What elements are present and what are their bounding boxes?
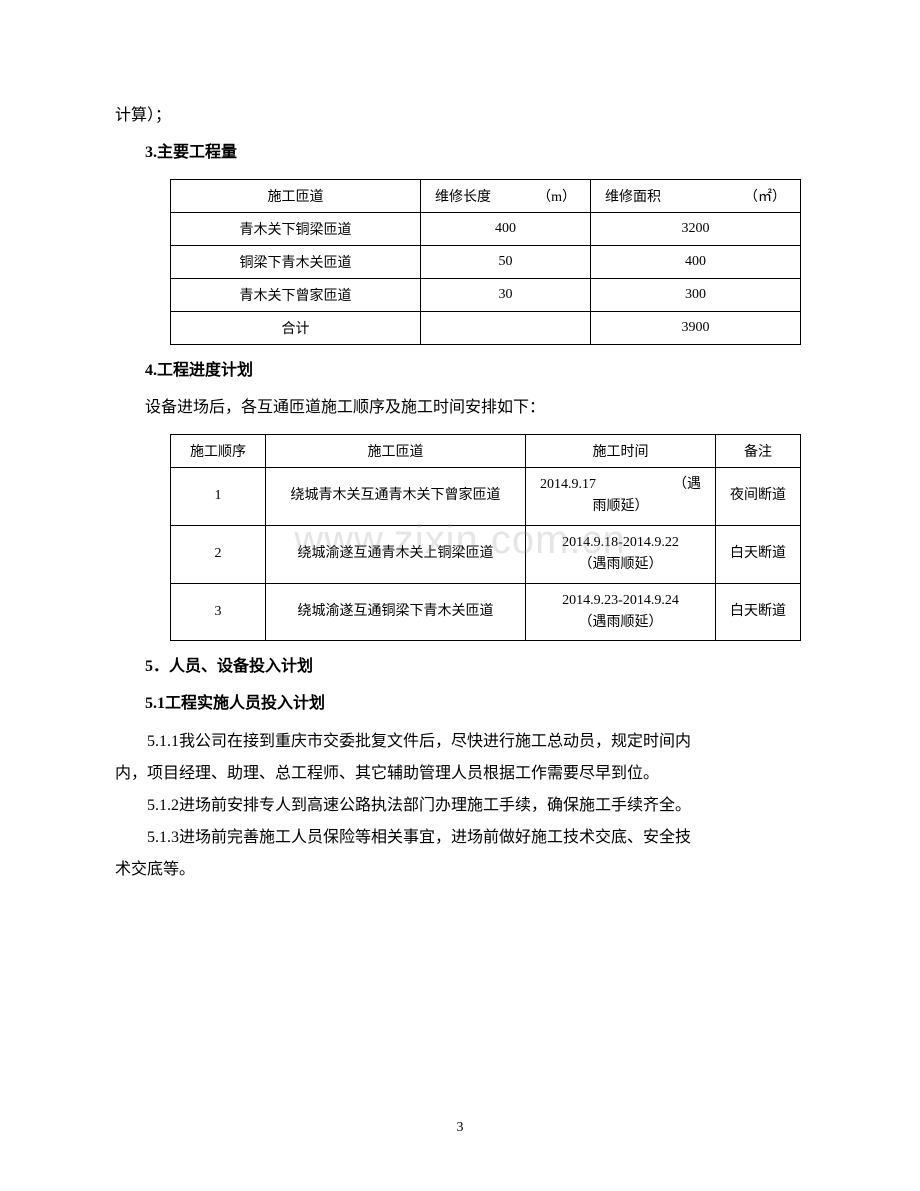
p513-b: 术交底等。 bbox=[115, 854, 805, 886]
p511-a: 5.1.1我公司在接到重庆市交委批复文件后，尽快进行施工总动员，规定时间内 bbox=[115, 726, 805, 758]
date-line2: （遇雨顺延） bbox=[530, 612, 711, 634]
table-schedule: 施工顺序 施工匝道 施工时间 备注 1 绕城青木关互通青木关下曾家匝道 2014… bbox=[170, 434, 801, 641]
date-line1: 2014.9.18-2014.9.22 bbox=[530, 532, 711, 554]
th-length: 维修长度 （m） bbox=[421, 180, 591, 213]
table-row: 2 绕城渝遂互通青木关上铜梁匝道 2014.9.18-2014.9.22 （遇雨… bbox=[171, 525, 801, 583]
table-row: 合计 3900 bbox=[171, 312, 801, 345]
table-row: 3 绕城渝遂互通铜梁下青木关匝道 2014.9.23-2014.9.24 （遇雨… bbox=[171, 583, 801, 641]
table1-wrap: 施工匝道 维修长度 （m） 维修面积 （㎡） 青木关下铜梁匝道 400 bbox=[170, 179, 805, 345]
th-length-label: 维修长度 bbox=[435, 186, 491, 206]
table2-wrap: 施工顺序 施工匝道 施工时间 备注 1 绕城青木关互通青木关下曾家匝道 2014… bbox=[170, 434, 805, 641]
table-row: 施工匝道 维修长度 （m） 维修面积 （㎡） bbox=[171, 180, 801, 213]
cell: 白天断道 bbox=[716, 525, 801, 583]
th-note: 备注 bbox=[716, 435, 801, 468]
table-row: 青木关下曾家匝道 30 300 bbox=[171, 279, 801, 312]
th-area-unit: （㎡） bbox=[744, 186, 786, 206]
th-ramp: 施工匝道 bbox=[171, 180, 421, 213]
date-line1: 2014.9.23-2014.9.24 bbox=[530, 590, 711, 612]
heading-4: 4.工程进度计划 bbox=[145, 355, 805, 387]
heading-5-1: 5.1工程实施人员投入计划 bbox=[145, 688, 805, 720]
th-ramp: 施工匝道 bbox=[266, 435, 526, 468]
p511-b: 内，项目经理、助理、总工程师、其它辅助管理人员根据工作需要尽早到位。 bbox=[115, 758, 805, 790]
th-area-label: 维修面积 bbox=[605, 186, 661, 206]
cell: 青木关下曾家匝道 bbox=[171, 279, 421, 312]
cell bbox=[421, 312, 591, 345]
cell: 合计 bbox=[171, 312, 421, 345]
body-paragraphs: 5.1.1我公司在接到重庆市交委批复文件后，尽快进行施工总动员，规定时间内 内，… bbox=[115, 726, 805, 886]
cell: 400 bbox=[591, 246, 801, 279]
top-line: 计算）； bbox=[115, 100, 805, 132]
cell: 夜间断道 bbox=[716, 468, 801, 526]
table-quantities: 施工匝道 维修长度 （m） 维修面积 （㎡） 青木关下铜梁匝道 400 bbox=[170, 179, 801, 345]
page-content: 计算）； 3.主要工程量 施工匝道 维修长度 （m） 维修面积 （㎡） bbox=[0, 0, 920, 946]
th-length-unit: （m） bbox=[537, 186, 576, 206]
cell: 绕城渝遂互通青木关上铜梁匝道 bbox=[266, 525, 526, 583]
cell: 2014.9.17 （遇 雨顺延） bbox=[526, 468, 716, 526]
cell: 白天断道 bbox=[716, 583, 801, 641]
date-text: 2014.9.17 bbox=[540, 474, 596, 496]
table-row: 1 绕城青木关互通青木关下曾家匝道 2014.9.17 （遇 雨顺延） 夜间断道 bbox=[171, 468, 801, 526]
cell: 3200 bbox=[591, 213, 801, 246]
cell: 2 bbox=[171, 525, 266, 583]
th-time: 施工时间 bbox=[526, 435, 716, 468]
cell: 2014.9.23-2014.9.24 （遇雨顺延） bbox=[526, 583, 716, 641]
th-order: 施工顺序 bbox=[171, 435, 266, 468]
p512: 5.1.2进场前安排专人到高速公路执法部门办理施工手续，确保施工手续齐全。 bbox=[115, 790, 805, 822]
cell: 1 bbox=[171, 468, 266, 526]
cell: 2014.9.18-2014.9.22 （遇雨顺延） bbox=[526, 525, 716, 583]
table-row: 青木关下铜梁匝道 400 3200 bbox=[171, 213, 801, 246]
date-suffix: （遇 bbox=[673, 474, 701, 496]
cell: 3900 bbox=[591, 312, 801, 345]
cell: 青木关下铜梁匝道 bbox=[171, 213, 421, 246]
cell: 300 bbox=[591, 279, 801, 312]
p513-a: 5.1.3进场前完善施工人员保险等相关事宜，进场前做好施工技术交底、安全技 bbox=[115, 822, 805, 854]
cell: 50 bbox=[421, 246, 591, 279]
cell: 3 bbox=[171, 583, 266, 641]
heading-5: 5．人员、设备投入计划 bbox=[145, 651, 805, 683]
date-line2: 雨顺延） bbox=[530, 496, 711, 518]
page-number: 3 bbox=[0, 1120, 920, 1136]
table-row: 铜梁下青木关匝道 50 400 bbox=[171, 246, 801, 279]
cell: 铜梁下青木关匝道 bbox=[171, 246, 421, 279]
cell: 30 bbox=[421, 279, 591, 312]
cell: 绕城渝遂互通铜梁下青木关匝道 bbox=[266, 583, 526, 641]
table-row: 施工顺序 施工匝道 施工时间 备注 bbox=[171, 435, 801, 468]
date-line2: （遇雨顺延） bbox=[530, 554, 711, 576]
th-area: 维修面积 （㎡） bbox=[591, 180, 801, 213]
cell: 绕城青木关互通青木关下曾家匝道 bbox=[266, 468, 526, 526]
heading-3: 3.主要工程量 bbox=[145, 137, 805, 169]
p4-intro: 设备进场后，各互通匝道施工顺序及施工时间安排如下： bbox=[145, 392, 805, 424]
cell: 400 bbox=[421, 213, 591, 246]
